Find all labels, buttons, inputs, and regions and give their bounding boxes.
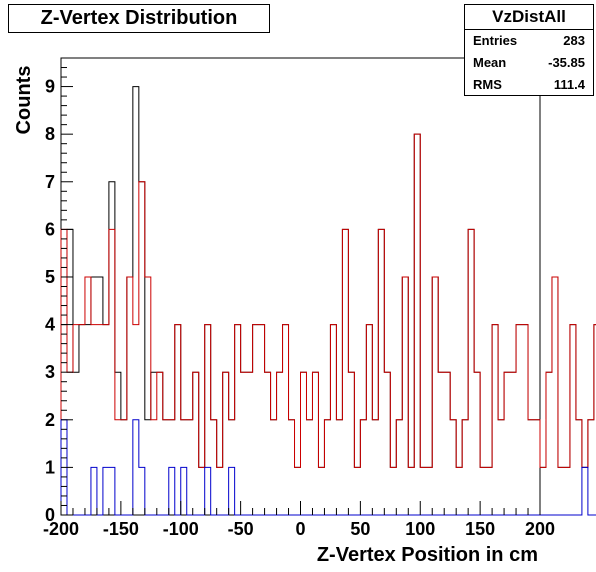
x-tick-label: -50 (228, 519, 254, 539)
x-tick-label: -100 (163, 519, 199, 539)
x-tick-label: 50 (350, 519, 370, 539)
y-tick-label: 7 (45, 172, 55, 192)
y-tick-label: 0 (45, 505, 55, 525)
stats-row-rms: RMS 111.4 (465, 74, 593, 96)
y-tick-label: 4 (45, 315, 55, 335)
y-tick-label: 5 (45, 267, 55, 287)
series-line-0 (60, 86, 596, 515)
stats-mean-label: Mean (473, 55, 507, 70)
y-tick-label: 1 (45, 457, 55, 477)
x-tick-label: 100 (405, 519, 435, 539)
y-tick-label: 2 (45, 410, 55, 430)
stats-row-entries: Entries 283 (465, 30, 593, 52)
stats-entries-label: Entries (473, 33, 518, 48)
x-tick-label: 0 (295, 519, 305, 539)
x-tick-label: 200 (525, 519, 555, 539)
y-tick-label: 3 (45, 362, 55, 382)
stats-mean-value: -35.85 (548, 55, 585, 70)
x-axis-label: Z-Vertex Position in cm (317, 544, 538, 566)
y-tick-label: 6 (45, 219, 55, 239)
x-tick-label: 150 (465, 519, 495, 539)
series-line-1 (60, 133, 596, 515)
stats-box: VzDistAll Entries 283 Mean -35.85 RMS 11… (464, 4, 594, 96)
y-tick-label: 8 (45, 124, 55, 144)
series-line-2 (60, 419, 596, 516)
series-layer (60, 86, 596, 516)
stats-row-mean: Mean -35.85 (465, 52, 593, 74)
stats-rms-value: 111.4 (553, 77, 585, 92)
y-tick-label: 9 (45, 77, 55, 97)
stats-entries-value: 283 (563, 33, 585, 48)
x-tick-label: -200 (43, 519, 79, 539)
stats-rms-label: RMS (473, 77, 502, 92)
chart-title: Z-Vertex Distribution (8, 4, 270, 33)
axis-layer: -200 -150 -100 -50 0 50 100 150 200 0 1 2 3 4 5 6 7 8 9 (43, 57, 555, 539)
y-axis-label: Counts (13, 66, 35, 135)
x-tick-label: -150 (103, 519, 139, 539)
stats-title: VzDistAll (465, 5, 593, 30)
